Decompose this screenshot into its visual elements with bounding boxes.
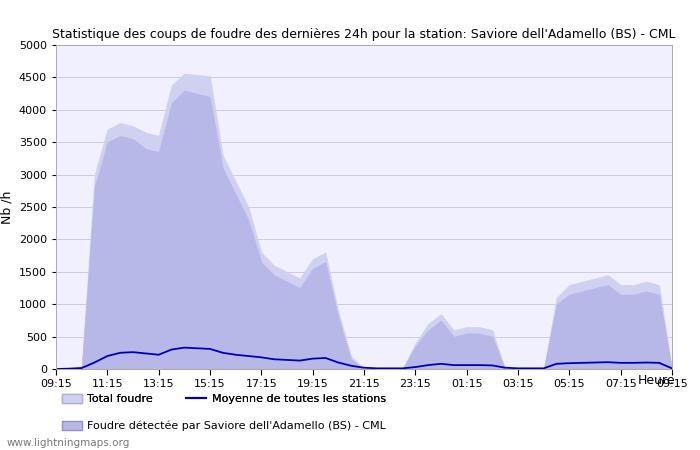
Title: Statistique des coups de foudre des dernières 24h pour la station: Saviore dell': Statistique des coups de foudre des dern… <box>52 28 676 41</box>
Y-axis label: Nb /h: Nb /h <box>0 190 13 224</box>
Text: www.lightningmaps.org: www.lightningmaps.org <box>7 438 130 448</box>
Legend: Total foudre, Moyenne de toutes les stations: Total foudre, Moyenne de toutes les stat… <box>62 393 386 404</box>
Legend: Foudre détectée par Saviore dell'Adamello (BS) - CML: Foudre détectée par Saviore dell'Adamell… <box>62 420 386 431</box>
Text: Heure: Heure <box>638 374 676 387</box>
